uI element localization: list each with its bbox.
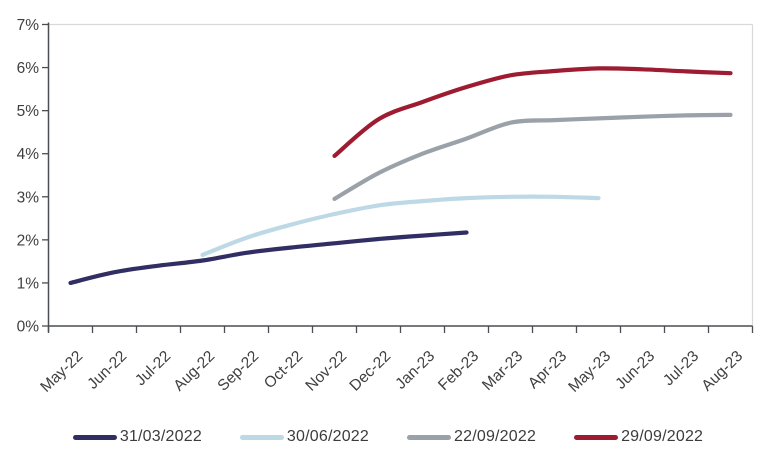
x-tick-label: Sep-22 — [215, 348, 263, 395]
legend-item-30-06-2022: 30/06/2022 — [239, 428, 369, 446]
legend-label: 29/09/2022 — [621, 428, 704, 445]
series-line-22-09-2022 — [332, 112, 733, 201]
legend-swatch — [574, 434, 619, 440]
x-tick-label: Aug-22 — [171, 348, 219, 395]
x-tick-label: Jan-23 — [392, 348, 438, 393]
x-tick-label: Nov-22 — [303, 348, 351, 395]
x-tick-label: Feb-23 — [435, 348, 482, 394]
x-tick-label: Mar-23 — [479, 348, 526, 394]
x-tick-label: Jul-22 — [132, 348, 174, 390]
x-tick-label: May-22 — [37, 348, 86, 396]
x-tick-label: Jun-22 — [84, 348, 130, 393]
series-line-29-09-2022 — [332, 66, 733, 158]
x-tick-label: Jul-23 — [660, 348, 702, 390]
y-tick-label: 4% — [17, 146, 40, 163]
legend-item-31-03-2022: 31/03/2022 — [72, 428, 202, 446]
y-tick-label: 6% — [17, 60, 40, 77]
legend-label: 22/09/2022 — [454, 428, 537, 445]
legend-label: 30/06/2022 — [286, 428, 369, 445]
x-tick-label: Apr-23 — [525, 348, 570, 393]
y-tick-label: 1% — [17, 275, 40, 292]
x-tick-label: Aug-23 — [699, 348, 747, 395]
legend-item-22-09-2022: 22/09/2022 — [407, 428, 536, 446]
legend-swatch — [72, 434, 117, 440]
x-tick-label: Jun-23 — [612, 348, 658, 393]
series-line-31-03-2022 — [68, 230, 469, 285]
x-tick-label: May-23 — [565, 348, 614, 396]
y-tick-label: 2% — [17, 232, 40, 249]
x-tick-label: Dec-22 — [347, 348, 395, 395]
y-tick-label: 3% — [17, 189, 40, 206]
legend-item-29-09-2022: 29/09/2022 — [574, 428, 703, 446]
legend-label: 31/03/2022 — [119, 428, 202, 445]
y-tick-label: 0% — [17, 319, 40, 336]
y-tick-label: 7% — [17, 17, 40, 34]
legend-swatch — [407, 434, 451, 440]
x-tick-label: Oct-22 — [261, 348, 306, 393]
series-line-30-06-2022 — [200, 194, 601, 257]
y-tick-label: 5% — [17, 103, 40, 120]
legend-swatch — [239, 434, 284, 440]
chart-legend: 31/03/2022 30/06/2022 22/09/2022 29/09/2022 — [0, 428, 776, 446]
